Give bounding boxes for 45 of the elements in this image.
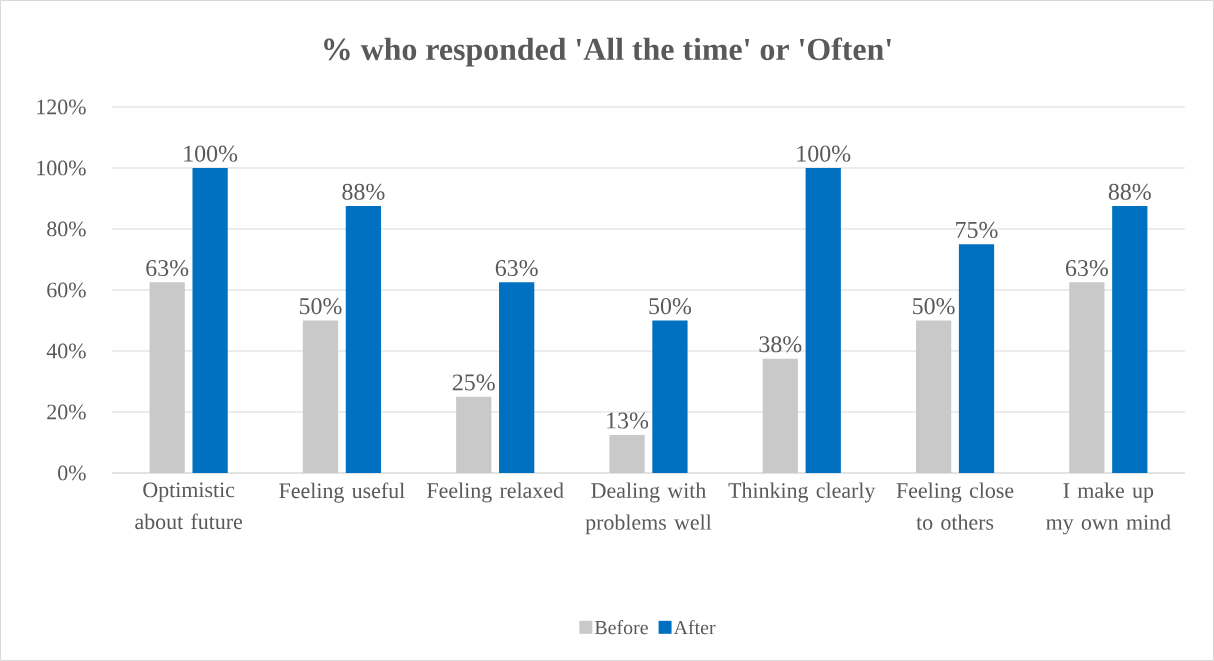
data-label: 13% [607,412,649,429]
bar [958,244,995,473]
bar [1112,206,1148,473]
x-tick-label: Feeling relaxed [427,482,564,503]
bar [805,168,841,473]
data-label: 75% [956,221,998,239]
y-tick-label: 20% [47,404,86,420]
x-tick-label: Dealing with problems well [585,482,712,535]
bar [1069,282,1105,473]
data-label: 63% [146,259,189,277]
data-label: 100% [184,145,238,162]
bar [192,168,228,473]
y-tick-label: 40% [46,343,86,359]
bar [652,320,688,473]
chart-title: % who responded 'All the time' or 'Often' [324,37,891,67]
data-label: 63% [495,259,538,277]
x-tick-label: Thinking clearly [728,482,876,503]
data-label: 63% [1065,259,1108,277]
data-label: 88% [1108,183,1151,200]
y-tick-label: 60% [47,282,86,298]
bar [499,282,535,473]
y-tick-label: 120% [37,99,86,115]
data-label: 50% [299,298,342,315]
data-label: 25% [452,374,495,391]
x-tick-label: Optimistic about future [135,482,243,530]
x-tick-label: I make up my own mind [1046,482,1171,535]
legend-label: Before [594,620,648,635]
x-tick-label: Feeling close to others [896,482,1014,530]
x-tick-label: Feeling useful [279,482,405,503]
bar [302,320,339,473]
bar [149,282,185,473]
data-label: 100% [797,145,851,162]
y-tick-label: 0% [58,465,86,481]
bar [762,358,798,473]
data-label: 50% [913,298,955,315]
y-tick-label: 100% [37,160,86,176]
data-label: 50% [649,298,692,315]
y-tick-label: 80% [47,221,86,237]
data-label: 38% [759,336,802,353]
bar [609,434,645,473]
bar [915,320,952,473]
data-label: 88% [342,183,385,200]
legend-label: After [673,620,716,635]
bar [345,206,382,473]
bar [456,396,492,473]
